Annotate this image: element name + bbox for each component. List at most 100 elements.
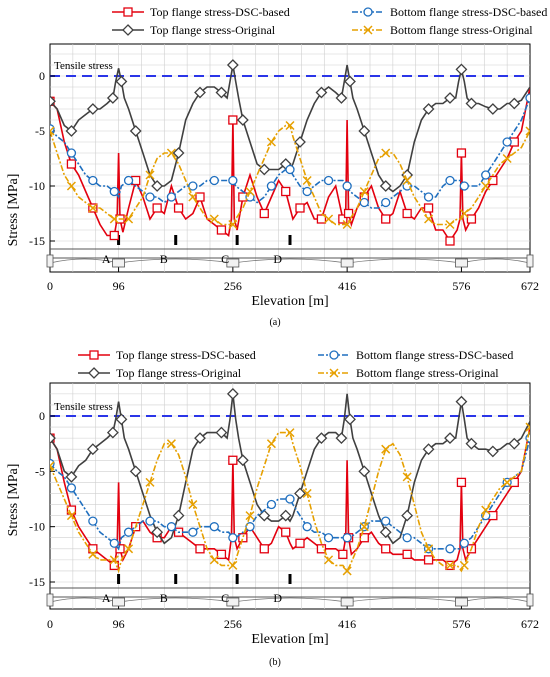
y-tick-label: -5 bbox=[35, 124, 45, 138]
data-point bbox=[245, 186, 255, 197]
data-point bbox=[525, 93, 530, 103]
bridge-pier bbox=[112, 597, 125, 607]
data-point bbox=[285, 164, 295, 175]
data-point bbox=[324, 555, 334, 565]
data-point bbox=[295, 203, 305, 213]
data-point bbox=[50, 432, 56, 445]
series-layer bbox=[50, 387, 530, 576]
data-point bbox=[123, 175, 134, 186]
data-point bbox=[359, 197, 369, 208]
legend-marker bbox=[329, 350, 339, 360]
data-point bbox=[66, 511, 76, 521]
data-point bbox=[50, 126, 55, 136]
data-point bbox=[129, 465, 142, 478]
data-point bbox=[65, 125, 78, 137]
data-point bbox=[459, 538, 469, 548]
data-point bbox=[302, 186, 312, 197]
data-point bbox=[145, 477, 155, 487]
data-point bbox=[359, 533, 369, 543]
data-point bbox=[209, 214, 219, 224]
data-point bbox=[465, 437, 478, 450]
data-point bbox=[508, 437, 521, 450]
bridge-pier bbox=[226, 597, 240, 607]
data-point bbox=[228, 560, 238, 570]
data-point bbox=[502, 153, 512, 164]
data-point bbox=[172, 509, 185, 522]
bridge-pier bbox=[455, 597, 468, 607]
y-tick-label: 0 bbox=[39, 409, 45, 423]
data-point bbox=[228, 175, 238, 186]
data-point bbox=[422, 443, 435, 456]
data-point bbox=[228, 533, 238, 543]
data-point bbox=[123, 527, 134, 537]
bridge-elevation-schematic: A B C D bbox=[46, 235, 534, 268]
legend-marker bbox=[122, 24, 134, 36]
data-point bbox=[481, 505, 491, 515]
data-point bbox=[285, 494, 295, 504]
data-point bbox=[285, 428, 295, 438]
data-point bbox=[342, 219, 352, 230]
data-point bbox=[402, 533, 412, 543]
data-point bbox=[402, 208, 412, 219]
data-point bbox=[402, 175, 412, 186]
data-point bbox=[344, 75, 356, 88]
x-ticks: 0 96 256 416 576 672 bbox=[47, 604, 539, 631]
data-point bbox=[106, 92, 119, 104]
data-point bbox=[173, 203, 184, 213]
data-point bbox=[145, 170, 155, 180]
bridge-soffit bbox=[118, 258, 233, 264]
data-point bbox=[423, 555, 434, 565]
data-point bbox=[259, 208, 269, 219]
data-point bbox=[316, 544, 327, 554]
section-marker bbox=[117, 574, 121, 584]
data-point bbox=[381, 544, 391, 554]
data-point bbox=[358, 465, 371, 478]
data-point bbox=[422, 103, 435, 115]
data-point bbox=[338, 214, 348, 224]
data-point bbox=[444, 432, 456, 445]
data-point bbox=[508, 97, 521, 110]
y-ticks: 0 -5 -10 -15 bbox=[29, 69, 55, 248]
y-tick-label: -10 bbox=[29, 520, 45, 534]
bridge-pier bbox=[340, 597, 354, 607]
data-point bbox=[302, 488, 312, 498]
data-point bbox=[166, 522, 177, 532]
data-point bbox=[151, 526, 164, 539]
data-point bbox=[145, 516, 155, 526]
data-point bbox=[459, 208, 469, 219]
data-point bbox=[381, 197, 391, 208]
data-point bbox=[456, 148, 467, 158]
data-point bbox=[166, 192, 177, 202]
data-point bbox=[381, 444, 391, 454]
data-point bbox=[466, 214, 477, 224]
data-point bbox=[381, 214, 391, 224]
data-point bbox=[444, 92, 456, 104]
data-point bbox=[109, 230, 119, 241]
data-point bbox=[238, 533, 248, 543]
legend: Top flange stress-DSC-based Bottom flange… bbox=[112, 5, 547, 37]
data-point bbox=[66, 181, 76, 191]
data-point bbox=[402, 472, 412, 482]
y-axis-label: Stress [MPa] bbox=[6, 174, 21, 247]
bridge-soffit bbox=[461, 597, 531, 603]
x-tick-label: 96 bbox=[113, 279, 125, 293]
legend-marker bbox=[89, 350, 99, 360]
series-layer bbox=[50, 59, 530, 246]
data-point bbox=[115, 544, 125, 554]
data-point bbox=[335, 92, 348, 104]
y-tick-label: -15 bbox=[29, 575, 45, 589]
data-point bbox=[358, 125, 371, 137]
bridge-abutment bbox=[526, 593, 534, 607]
data-point bbox=[342, 566, 352, 576]
data-point bbox=[188, 192, 198, 202]
panel-a: Tensile stress 0 -5 -10 -15 0 96 256 416 576 672… bbox=[6, 5, 547, 328]
bridge-elevation-schematic: A B C D bbox=[46, 574, 534, 607]
tensile-stress-label: Tensile stress bbox=[54, 401, 113, 413]
data-point bbox=[188, 500, 198, 510]
bridge-pier bbox=[112, 258, 125, 268]
legend-marker bbox=[363, 25, 373, 35]
data-point bbox=[445, 236, 455, 246]
section-label: A bbox=[102, 591, 111, 605]
data-point bbox=[50, 95, 56, 108]
